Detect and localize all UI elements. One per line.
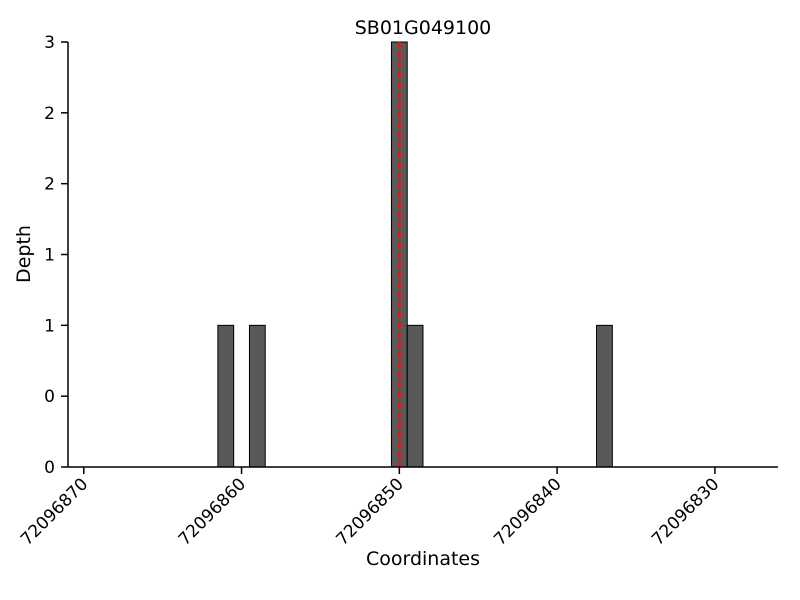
y-axis-label: Depth bbox=[13, 225, 35, 283]
x-tick-label: 72096860 bbox=[175, 474, 250, 549]
depth-bar bbox=[217, 324, 235, 468]
y-tick-label: 2 bbox=[44, 104, 55, 124]
y-tick-label: 1 bbox=[44, 246, 55, 266]
chart-title: SB01G049100 bbox=[354, 17, 492, 39]
depth-bar bbox=[406, 324, 424, 468]
x-tick-label: 72096850 bbox=[333, 474, 408, 549]
y-tick-label: 2 bbox=[44, 175, 55, 195]
y-tick-label: 3 bbox=[44, 33, 55, 53]
x-axis-label: Coordinates bbox=[365, 548, 481, 570]
depth-bar bbox=[596, 324, 613, 468]
x-tick-label: 72096870 bbox=[17, 474, 92, 549]
x-tick-label: 72096830 bbox=[648, 474, 723, 549]
x-tick-label: 72096840 bbox=[490, 474, 565, 549]
y-tick-label: 0 bbox=[44, 387, 55, 407]
y-tick-label: 0 bbox=[44, 458, 55, 478]
y-tick-label: 1 bbox=[44, 316, 55, 336]
depth-bar bbox=[248, 324, 266, 468]
